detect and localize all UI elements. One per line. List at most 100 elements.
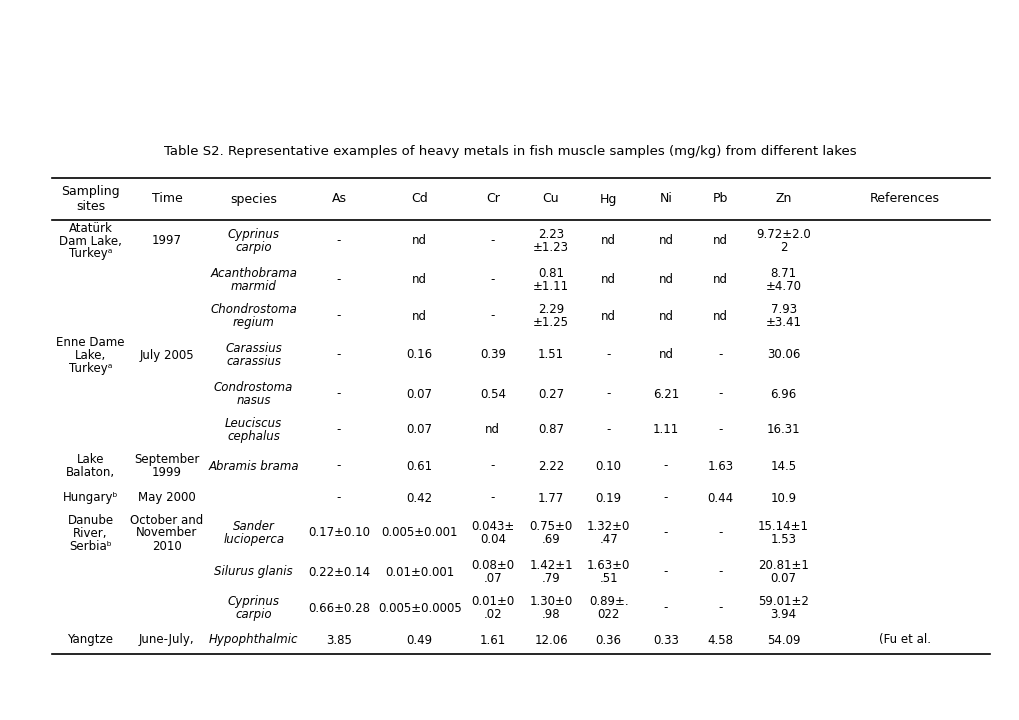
Text: -: - [718, 565, 722, 578]
Text: November: November [137, 526, 198, 539]
Text: species: species [230, 192, 277, 205]
Text: Table S2. Representative examples of heavy metals in fish muscle samples (mg/kg): Table S2. Representative examples of hea… [163, 145, 856, 158]
Text: 1.53: 1.53 [770, 533, 796, 546]
Text: 6.96: 6.96 [769, 387, 796, 400]
Text: -: - [490, 235, 494, 248]
Text: 8.71: 8.71 [769, 267, 796, 280]
Text: 14.5: 14.5 [769, 459, 796, 472]
Text: -: - [663, 459, 667, 472]
Text: .47: .47 [599, 533, 618, 546]
Text: 0.89±.: 0.89±. [588, 595, 628, 608]
Text: 4.58: 4.58 [707, 634, 733, 647]
Text: River,: River, [73, 526, 108, 539]
Text: .79: .79 [541, 572, 559, 585]
Text: nasus: nasus [236, 394, 271, 407]
Text: 1.77: 1.77 [537, 492, 564, 505]
Text: nd: nd [600, 310, 615, 323]
Text: 1.63: 1.63 [707, 459, 733, 472]
Text: 0.39: 0.39 [479, 348, 505, 361]
Text: carassius: carassius [226, 355, 281, 368]
Text: 2.23: 2.23 [537, 228, 564, 241]
Text: 0.07: 0.07 [770, 572, 796, 585]
Text: -: - [718, 387, 722, 400]
Text: 0.42: 0.42 [407, 492, 432, 505]
Text: May 2000: May 2000 [138, 492, 196, 505]
Text: -: - [490, 310, 494, 323]
Text: Cd: Cd [411, 192, 428, 205]
Text: Balaton,: Balaton, [66, 466, 115, 479]
Text: 0.33: 0.33 [652, 634, 679, 647]
Text: Leuciscus: Leuciscus [225, 417, 282, 430]
Text: -: - [336, 492, 341, 505]
Text: As: As [331, 192, 346, 205]
Text: Cu: Cu [542, 192, 558, 205]
Text: 0.75±0: 0.75±0 [529, 520, 572, 533]
Text: ±1.23: ±1.23 [533, 241, 569, 254]
Text: cephalus: cephalus [227, 430, 280, 443]
Text: -: - [490, 274, 494, 287]
Text: regium: regium [232, 316, 274, 329]
Text: -: - [606, 348, 610, 361]
Text: 0.22±0.14: 0.22±0.14 [308, 565, 370, 578]
Text: 0.07: 0.07 [407, 387, 432, 400]
Text: 0.043±: 0.043± [471, 520, 514, 533]
Text: Serbiaᵇ: Serbiaᵇ [69, 539, 112, 552]
Text: Carassius: Carassius [225, 342, 282, 355]
Text: -: - [606, 387, 610, 400]
Text: October and: October and [130, 513, 204, 526]
Text: .07: .07 [483, 572, 501, 585]
Text: 0.01±0.001: 0.01±0.001 [385, 565, 453, 578]
Text: 1.30±0: 1.30±0 [529, 595, 572, 608]
Text: lucioperca: lucioperca [223, 533, 284, 546]
Text: -: - [490, 492, 494, 505]
Text: -: - [663, 601, 667, 614]
Text: Abramis brama: Abramis brama [208, 459, 299, 472]
Text: 0.08±0: 0.08±0 [471, 559, 514, 572]
Text: 0.49: 0.49 [407, 634, 432, 647]
Text: marmid: marmid [230, 280, 276, 293]
Text: 0.27: 0.27 [537, 387, 564, 400]
Text: .51: .51 [599, 572, 618, 585]
Text: References: References [869, 192, 940, 205]
Text: (Fu et al.: (Fu et al. [878, 634, 930, 647]
Text: Danube: Danube [67, 513, 113, 526]
Text: sites: sites [75, 199, 105, 212]
Text: 1.42±1: 1.42±1 [529, 559, 573, 572]
Text: Enne Dame: Enne Dame [56, 336, 124, 348]
Text: Silurus glanis: Silurus glanis [214, 565, 292, 578]
Text: -: - [718, 423, 722, 436]
Text: September: September [135, 453, 200, 466]
Text: Hungaryᵇ: Hungaryᵇ [62, 492, 118, 505]
Text: Pb: Pb [712, 192, 728, 205]
Text: Hg: Hg [599, 192, 616, 205]
Text: Cr: Cr [485, 192, 499, 205]
Text: 1.63±0: 1.63±0 [587, 559, 630, 572]
Text: Chondrostoma: Chondrostoma [210, 303, 297, 316]
Text: Hypophthalmic: Hypophthalmic [209, 634, 299, 647]
Text: Dam Lake,: Dam Lake, [59, 235, 122, 248]
Text: -: - [336, 274, 341, 287]
Text: -: - [663, 492, 667, 505]
Text: .69: .69 [541, 533, 559, 546]
Text: 0.17±0.10: 0.17±0.10 [308, 526, 370, 539]
Text: 3.85: 3.85 [326, 634, 352, 647]
Text: -: - [490, 459, 494, 472]
Text: 2: 2 [780, 241, 787, 254]
Text: ±1.25: ±1.25 [533, 316, 569, 329]
Text: Ni: Ni [659, 192, 672, 205]
Text: 0.61: 0.61 [407, 459, 432, 472]
Text: -: - [718, 601, 722, 614]
Text: .98: .98 [541, 608, 559, 621]
Text: carpio: carpio [235, 608, 272, 621]
Text: 0.87: 0.87 [537, 423, 564, 436]
Text: June-July,: June-July, [139, 634, 195, 647]
Text: 10.9: 10.9 [769, 492, 796, 505]
Text: 0.10: 0.10 [595, 459, 622, 472]
Text: .02: .02 [483, 608, 501, 621]
Text: -: - [663, 565, 667, 578]
Text: 0.44: 0.44 [707, 492, 733, 505]
Text: Condrostoma: Condrostoma [214, 381, 293, 394]
Text: nd: nd [658, 235, 673, 248]
Text: -: - [336, 459, 341, 472]
Text: 0.005±0.0005: 0.005±0.0005 [377, 601, 462, 614]
